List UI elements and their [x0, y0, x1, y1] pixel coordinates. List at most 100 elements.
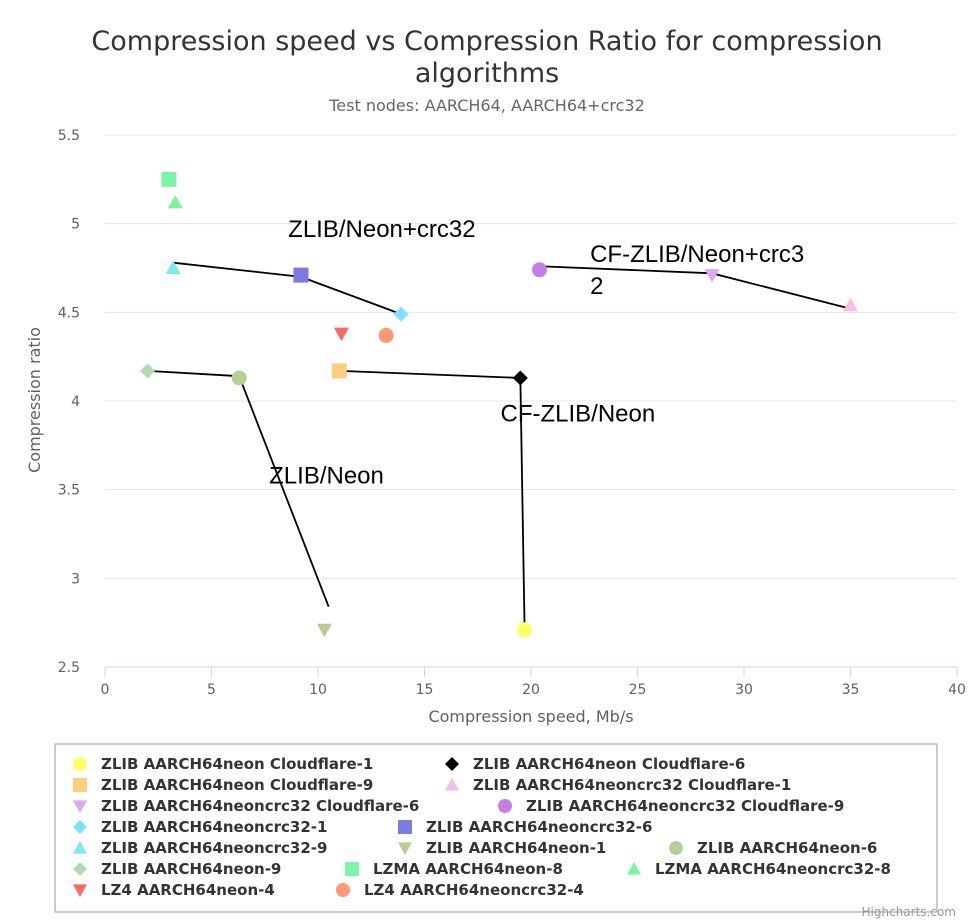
- legend-symbol: [73, 820, 87, 834]
- legend-symbol: [73, 800, 87, 813]
- x-tick-label: 10: [309, 682, 327, 698]
- legend-item[interactable]: ZLIB AARCH64neoncrc32-1: [73, 818, 327, 836]
- legend: ZLIB AARCH64neon Cloudflare-1 ZLIB AARCH6…: [73, 755, 891, 899]
- legend-symbol: [445, 778, 459, 791]
- x-tick-label: 35: [842, 682, 860, 698]
- y-tick-label: 3: [71, 571, 80, 587]
- data-point[interactable]: [140, 363, 156, 379]
- y-tick-label: 5.5: [58, 128, 80, 144]
- legend-item[interactable]: ZLIB AARCH64neon-6: [669, 839, 877, 857]
- legend-symbol: [73, 841, 87, 854]
- legend-label: ZLIB AARCH64neoncrc32-1: [101, 818, 327, 836]
- legend-item[interactable]: ZLIB AARCH64neoncrc32 Cloudflare-1: [445, 776, 791, 794]
- y-tick-label: 4.5: [58, 305, 80, 321]
- legend-item[interactable]: LZMA AARCH64neon-8: [345, 860, 563, 878]
- annotation-label: ZLIB/Neon+crc32: [288, 216, 475, 243]
- legend-item[interactable]: LZMA AARCH64neoncrc32-8: [627, 860, 891, 878]
- legend-label: ZLIB AARCH64neon Cloudflare-1: [101, 755, 373, 773]
- legend-item[interactable]: ZLIB AARCH64neon Cloudflare-9: [73, 776, 373, 794]
- legend-symbol: [398, 842, 412, 855]
- x-tick-label: 0: [101, 682, 110, 698]
- legend-item[interactable]: ZLIB AARCH64neon Cloudflare-6: [445, 755, 745, 773]
- data-point[interactable]: [532, 262, 548, 278]
- legend-label: ZLIB AARCH64neoncrc32 Cloudflare-9: [526, 797, 844, 815]
- legend-label: ZLIB AARCH64neoncrc32 Cloudflare-6: [101, 797, 419, 815]
- data-point[interactable]: [331, 363, 347, 379]
- legend-label: LZ4 AARCH64neoncrc32-4: [364, 881, 584, 899]
- legend-item[interactable]: ZLIB AARCH64neoncrc32 Cloudflare-9: [498, 797, 844, 815]
- connector-lines: [147, 261, 851, 630]
- zlib-neon-crc32-line: [173, 261, 402, 315]
- x-tick-label: 25: [629, 682, 647, 698]
- legend-item[interactable]: ZLIB AARCH64neoncrc32-6: [398, 818, 652, 836]
- legend-symbol: [73, 757, 87, 771]
- annotation-label: CF-ZLIB/Neon+crc3: [590, 241, 804, 268]
- data-point[interactable]: [393, 306, 409, 322]
- legend-label: LZ4 AARCH64neon-4: [101, 881, 275, 899]
- legend-item[interactable]: ZLIB AARCH64neon-1: [398, 839, 606, 857]
- legend-item[interactable]: LZ4 AARCH64neon-4: [73, 881, 275, 899]
- x-tick-label: 5: [207, 682, 216, 698]
- data-point[interactable]: [704, 269, 720, 283]
- chart-title-line-2: algorithms: [415, 58, 559, 89]
- data-points: [140, 171, 858, 638]
- y-tick-label: 3.5: [58, 483, 80, 499]
- legend-symbol: [336, 883, 350, 897]
- legend-symbol: [73, 862, 87, 876]
- legend-item[interactable]: ZLIB AARCH64neoncrc32-9: [73, 839, 327, 857]
- legend-label: ZLIB AARCH64neoncrc32-6: [426, 818, 652, 836]
- tick-labels: 2.5 3 3.5 4 4.5 5 5.5 0 5 10 15 20 25 30 35 40: [58, 128, 966, 698]
- data-point[interactable]: [512, 370, 528, 386]
- data-point[interactable]: [517, 622, 533, 638]
- x-tick-label: 20: [522, 682, 540, 698]
- legend-item[interactable]: ZLIB AARCH64neon Cloudflare-1: [73, 755, 373, 773]
- annotation-label: ZLIB/Neon: [269, 462, 384, 489]
- data-point[interactable]: [316, 623, 332, 638]
- chart-title-line-1: Compression speed vs Compression Ratio f…: [91, 26, 882, 57]
- data-point[interactable]: [167, 194, 183, 209]
- y-tick-label: 4: [71, 394, 80, 410]
- data-point[interactable]: [161, 171, 177, 187]
- y-tick-label: 2.5: [58, 660, 80, 676]
- legend-box: [54, 743, 938, 913]
- legend-item[interactable]: ZLIB AARCH64neoncrc32 Cloudflare-6: [73, 797, 419, 815]
- gridlines: [104, 134, 958, 677]
- x-tick-label: 30: [735, 682, 753, 698]
- legend-symbol: [345, 862, 359, 876]
- legend-label: ZLIB AARCH64neon-1: [426, 839, 606, 857]
- data-point[interactable]: [843, 297, 858, 312]
- annotation-label: CF-ZLIB/Neon: [501, 400, 656, 427]
- legend-symbol: [445, 757, 459, 771]
- data-point[interactable]: [378, 327, 394, 343]
- legend-symbol: [627, 862, 641, 875]
- legend-symbol: [498, 799, 512, 813]
- data-point[interactable]: [333, 327, 349, 342]
- legend-label: ZLIB AARCH64neoncrc32 Cloudflare-1: [473, 776, 791, 794]
- y-axis-title: Compression ratio: [25, 327, 44, 473]
- data-point[interactable]: [165, 260, 181, 275]
- annotations: ZLIB/Neon+crc32 CF-ZLIB/Neon+crc3 2 CF-ZLIB…: [269, 216, 804, 489]
- legend-label: ZLIB AARCH64neon Cloudflare-6: [473, 755, 745, 773]
- legend-item[interactable]: ZLIB AARCH64neon-9: [73, 860, 281, 878]
- legend-label: ZLIB AARCH64neon-6: [697, 839, 877, 857]
- credits[interactable]: Highcharts.com: [862, 905, 956, 919]
- legend-symbol: [669, 841, 683, 855]
- legend-item[interactable]: LZ4 AARCH64neoncrc32-4: [336, 881, 584, 899]
- legend-label: ZLIB AARCH64neon-9: [101, 860, 281, 878]
- cf-zlib-neon-line: [339, 369, 526, 630]
- data-point[interactable]: [293, 267, 309, 283]
- x-tick-label: 15: [416, 682, 434, 698]
- x-axis-title: Compression speed, Mb/s: [428, 707, 633, 726]
- legend-label: LZMA AARCH64neoncrc32-8: [655, 860, 891, 878]
- legend-label: ZLIB AARCH64neoncrc32-9: [101, 839, 327, 857]
- legend-label: ZLIB AARCH64neon Cloudflare-9: [101, 776, 373, 794]
- legend-symbol: [398, 820, 412, 834]
- data-point[interactable]: [231, 370, 247, 386]
- x-tick-label: 40: [948, 682, 966, 698]
- legend-symbol: [73, 778, 87, 792]
- legend-symbol: [73, 884, 87, 897]
- chart-subtitle: Test nodes: AARCH64, AARCH64+crc32: [328, 96, 645, 115]
- y-tick-label: 5: [71, 217, 80, 233]
- annotation-label: 2: [590, 273, 603, 300]
